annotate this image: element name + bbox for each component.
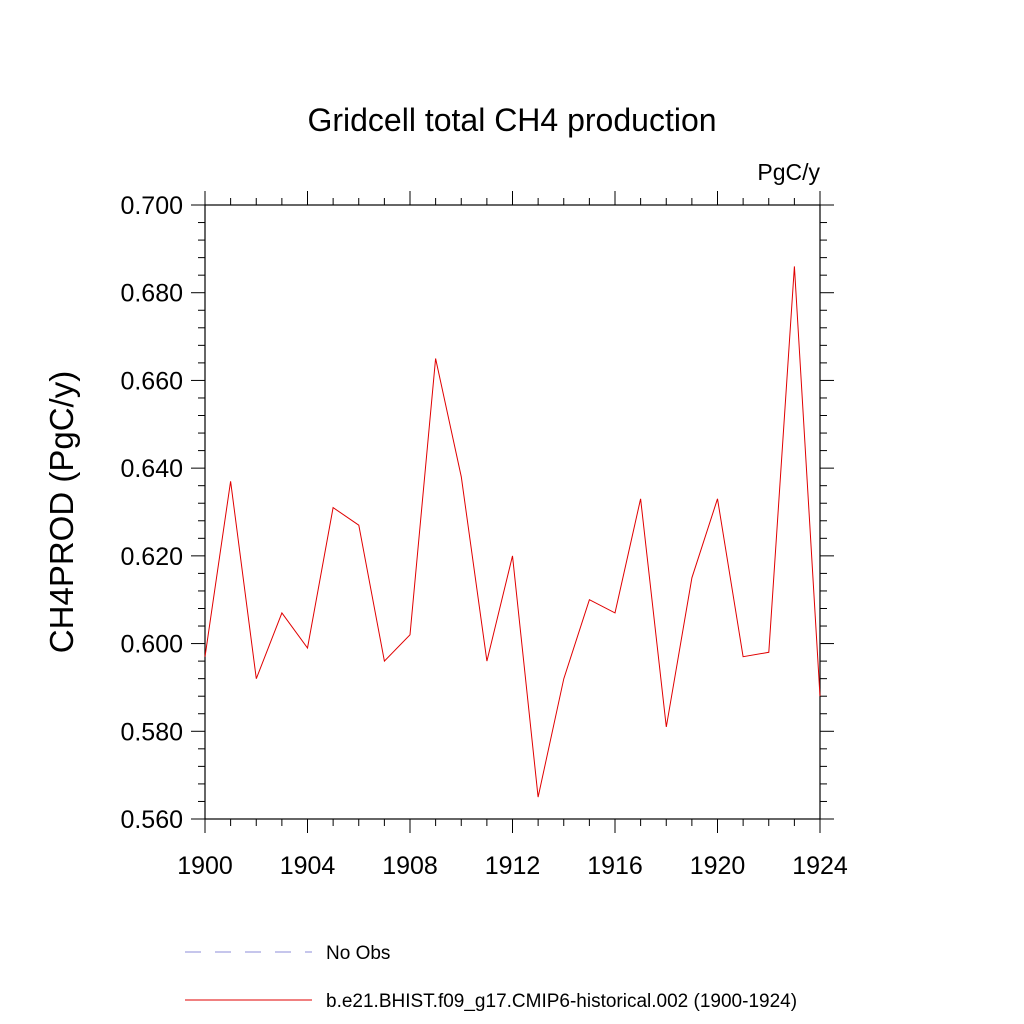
y-tick-label: 0.620 <box>120 543 183 571</box>
x-tick-label: 1924 <box>792 852 848 880</box>
x-tick-label: 1908 <box>382 852 438 880</box>
legend-label-1: b.e21.BHIST.f09_g17.CMIP6-historical.002… <box>326 991 797 1012</box>
y-axis-label: CH4PROD (PgC/y) <box>43 371 80 653</box>
y-tick-label: 0.640 <box>120 455 183 483</box>
x-axis-ticks: 1900 1904 1908 1912 1916 1920 1924 <box>177 191 848 880</box>
y-tick-label: 0.660 <box>120 367 183 395</box>
y-tick-label: 0.680 <box>120 280 183 308</box>
y-tick-label: 0.560 <box>120 806 183 834</box>
plot-frame <box>204 204 821 820</box>
y-tick-label: 0.600 <box>120 631 183 659</box>
x-tick-label: 1900 <box>177 852 233 880</box>
x-tick-label: 1904 <box>280 852 336 880</box>
units-label: PgC/y <box>757 159 820 185</box>
legend: No Obs b.e21.BHIST.f09_g17.CMIP6-historic… <box>185 943 797 1012</box>
legend-label-0: No Obs <box>326 943 390 964</box>
y-axis-ticks: 0.560 0.580 0.600 0.620 0.640 0.660 0.680 0.700 <box>120 192 834 834</box>
x-tick-label: 1920 <box>690 852 746 880</box>
series-line-0 <box>204 266 821 798</box>
y-tick-label: 0.700 <box>120 192 183 220</box>
y-tick-label: 0.580 <box>120 718 183 746</box>
series-layer <box>204 266 821 798</box>
x-tick-label: 1916 <box>587 852 643 880</box>
chart-title: Gridcell total CH4 production <box>307 102 716 138</box>
x-tick-label: 1912 <box>485 852 541 880</box>
